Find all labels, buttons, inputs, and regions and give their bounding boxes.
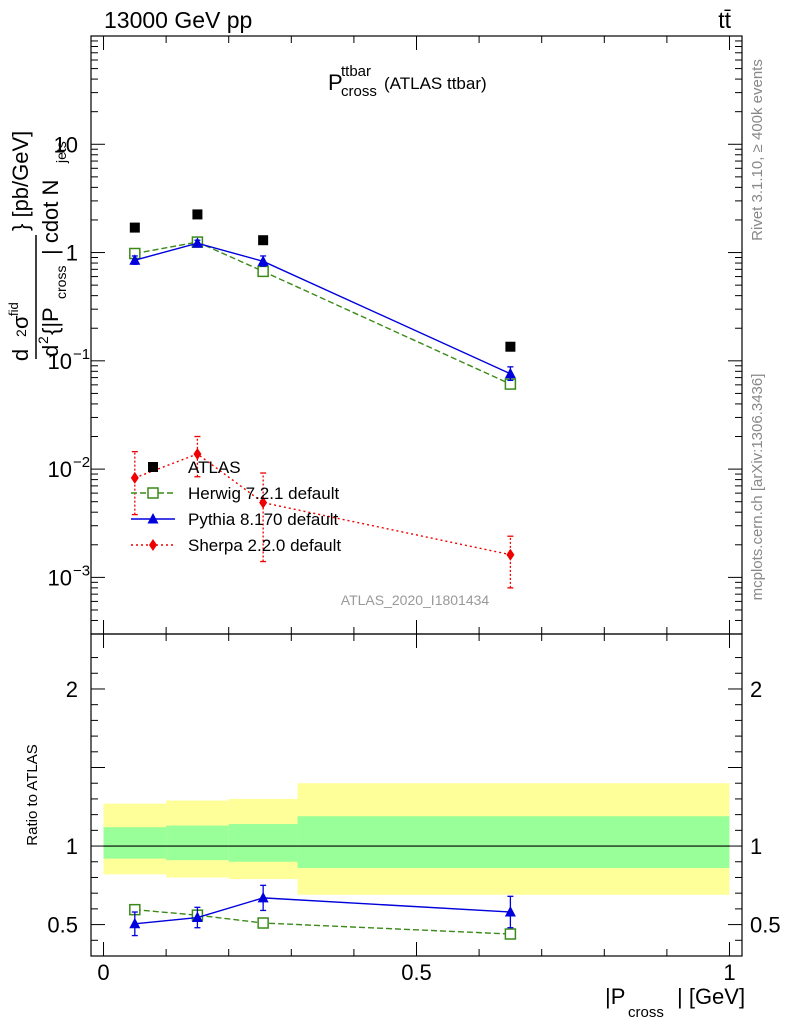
main-y-tick-label: 10 −2 — [48, 454, 91, 482]
svg-text:P: P — [328, 70, 343, 95]
analysis-tag: ATLAS_2020_I1801434 — [341, 592, 490, 608]
main-y-tick-base: 1 — [66, 241, 78, 266]
main-point-pythia — [191, 237, 203, 248]
ratio-series-pythia — [129, 884, 516, 937]
ratio-series-herwig — [129, 903, 517, 940]
svg-text:d: d — [38, 345, 63, 357]
svg-text:cross: cross — [628, 1004, 664, 1021]
ratio-band-inner — [228, 824, 298, 862]
process-label: tt̄ — [718, 7, 731, 33]
ratio-y-tick-label-left: 2 — [66, 677, 78, 702]
legend-label-herwig: Herwig 7.2.1 default — [188, 484, 339, 503]
svg-text:} [pb/GeV]: } [pb/GeV] — [8, 131, 33, 231]
svg-text:| cdot N: | cdot N — [38, 180, 63, 255]
x-tick-label: 0 — [97, 960, 109, 985]
main-y-tick-exp: −1 — [73, 346, 90, 363]
ratio-plot-layer: 0.5 0.5 1 1 2 2 0 0.5 1 — [47, 634, 781, 985]
main-y-tick-label: 1 — [66, 241, 78, 266]
main-point-pythia — [129, 254, 141, 265]
main-y-tick-label: 10 −3 — [48, 562, 91, 590]
svg-text:fid: fid — [6, 302, 21, 316]
main-series-pythia — [129, 237, 516, 382]
legend-label-pythia: Pythia 8.170 default — [188, 510, 339, 529]
main-point-sherpa — [506, 548, 515, 561]
main-point-sherpa — [130, 471, 139, 484]
legend-label-atlas: ATLAS — [188, 458, 241, 477]
svg-text:|P: |P — [605, 984, 625, 1009]
svg-text:d: d — [8, 349, 33, 361]
x-tick-label: 1 — [723, 960, 735, 985]
ratio-y-tick-label-left: 1 — [66, 834, 78, 859]
main-ylabel: d 2 σ fid d 2 {|P cross | cdot N jets } … — [6, 131, 69, 361]
main-point-pythia — [504, 367, 516, 379]
ratio-point-pythia — [129, 917, 141, 929]
svg-text:cross: cross — [53, 266, 69, 299]
ratio-line-pythia — [134, 897, 511, 925]
main-y-tick-exp: −3 — [73, 562, 90, 579]
svg-text:{|P: {|P — [38, 307, 63, 335]
svg-text:2: 2 — [35, 336, 51, 344]
svg-text:2: 2 — [13, 329, 29, 337]
x-tick-label: 0.5 — [401, 960, 432, 985]
legend-marker-atlas — [148, 462, 158, 472]
main-series-sherpa — [130, 435, 515, 589]
mcplots-label: mcplots.cern.ch [arXiv:1306.3436] — [749, 374, 766, 601]
legend-marker-herwig — [147, 487, 159, 499]
main-point-sherpa — [259, 496, 268, 509]
svg-text:σ: σ — [8, 315, 33, 329]
plot-title: P ttbar cross (ATLAS ttbar) — [328, 63, 487, 100]
main-series-herwig — [129, 236, 517, 390]
collision-label: 13000 GeV pp — [104, 7, 252, 33]
ratio-band-inner — [103, 827, 167, 859]
main-y-tick-base: 10 — [54, 132, 78, 157]
main-y-tick-label: 10 −1 — [48, 346, 91, 374]
ratio-y-tick-label-right: 1 — [750, 834, 762, 859]
svg-text:(ATLAS ttbar): (ATLAS ttbar) — [384, 74, 487, 93]
main-point-pythia — [257, 255, 269, 266]
main-y-tick-base: 10 — [48, 565, 72, 590]
legend-label-sherpa: Sherpa 2.2.0 default — [188, 536, 341, 555]
main-point-sherpa — [193, 447, 202, 460]
rivet-label: Rivet 3.1.10, ≥ 400k events — [749, 59, 766, 241]
main-point-atlas — [129, 222, 140, 233]
ratio-band-inner — [297, 816, 730, 869]
svg-text:cross: cross — [341, 83, 377, 100]
x-axis-label: |P cross | [GeV] — [605, 984, 745, 1021]
main-y-tick-exp: −2 — [73, 454, 90, 471]
legend-marker-sherpa — [149, 539, 157, 551]
main-point-atlas — [258, 235, 269, 246]
main-line-sherpa — [134, 453, 511, 556]
ratio-band-inner — [166, 825, 229, 861]
main-point-atlas — [192, 209, 203, 220]
main-y-tick-base: 10 — [48, 457, 72, 482]
main-point-herwig — [257, 265, 269, 278]
ratio-point-herwig — [504, 928, 517, 940]
ratio-point-pythia — [257, 891, 269, 903]
ratio-line-herwig — [134, 908, 511, 935]
svg-text:ttbar: ttbar — [341, 63, 371, 80]
main-line-herwig — [134, 241, 511, 385]
ratio-point-pythia — [191, 911, 203, 923]
main-line-pythia — [134, 242, 511, 375]
ratio-y-tick-label-left: 0.5 — [47, 913, 78, 938]
ratio-point-pythia — [504, 906, 516, 917]
main-y-tick-base: 10 — [48, 349, 72, 374]
svg-text:jets: jets — [53, 141, 69, 164]
legend-marker-pythia — [147, 513, 159, 524]
main-y-tick-label: 10 — [54, 132, 78, 157]
ratio-ylabel: Ratio to ATLAS — [24, 744, 41, 845]
main-point-atlas — [505, 341, 516, 352]
ratio-y-tick-label-right: 2 — [750, 677, 762, 702]
ratio-point-herwig — [257, 917, 269, 929]
legend: ATLAS Herwig 7.2.1 default Pythia 8.170 de… — [131, 458, 341, 555]
ratio-y-tick-label-right: 0.5 — [750, 913, 781, 938]
svg-text:| [GeV]: | [GeV] — [677, 984, 745, 1009]
main-series-atlas — [129, 209, 516, 352]
